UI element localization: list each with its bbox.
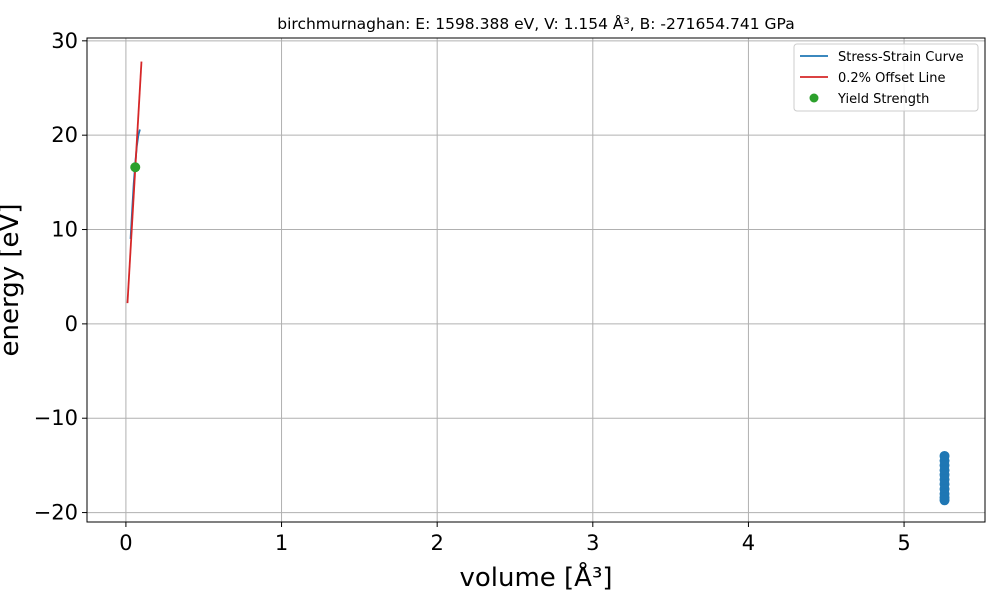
y-tick-label: −20 [34,501,78,525]
x-tick-label: 1 [275,531,288,555]
series-point [130,162,141,173]
ticks: 0 1 2 3 4 5 −20 −10 0 10 20 30 [34,29,911,555]
legend-point-marker [809,93,819,103]
legend-box [793,43,979,112]
x-axis-label: volume [Å³] [459,561,612,593]
legend-entry-label: 0.2% Offset Line [838,71,945,86]
y-tick-label: −10 [34,406,78,430]
x-tick-label: 0 [119,531,132,555]
x-tick-label: 5 [897,531,910,555]
grid [87,38,985,522]
x-tick-label: 3 [586,531,599,555]
legend: Stress-Strain Curve 0.2% Offset Line Yield… [793,43,979,112]
y-axis-label: energy [eV] [0,204,25,357]
chart-title: birchmurnaghan: E: 1598.388 eV, V: 1.154… [277,14,794,33]
series-line [126,61,143,304]
y-tick-label: 0 [65,312,78,336]
plot-frame [86,37,986,523]
x-tick-label: 2 [430,531,443,555]
legend-entry-label: Yield Strength [837,92,929,107]
legend-entry-label: Stress-Strain Curve [838,50,964,65]
series-point [939,495,950,506]
y-tick-label: 20 [51,123,78,147]
y-tick-label: 30 [51,29,78,53]
y-tick-label: 10 [51,218,78,242]
x-tick-label: 4 [742,531,755,555]
series-layer [126,61,950,506]
